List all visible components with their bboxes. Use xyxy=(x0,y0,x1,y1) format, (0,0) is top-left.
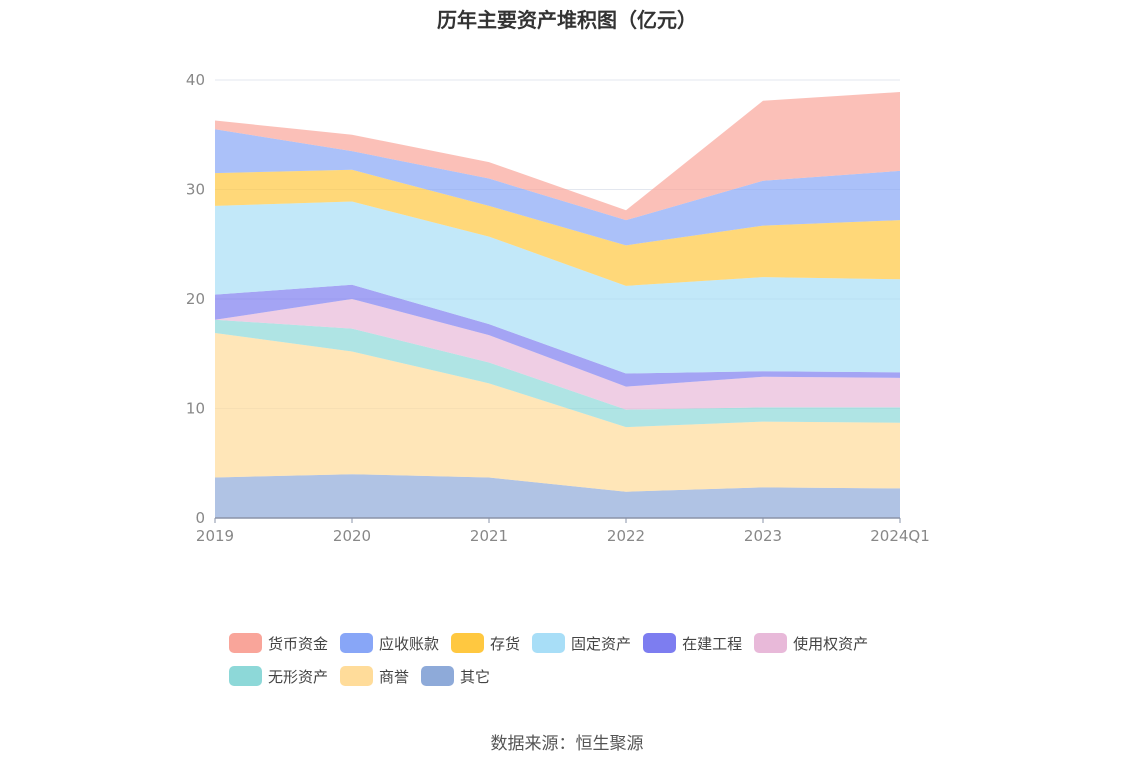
legend-label: 其它 xyxy=(460,667,491,686)
x-tick-label: 2021 xyxy=(470,527,508,545)
legend-item[interactable]: 货币资金 xyxy=(229,632,328,654)
legend-label: 使用权资产 xyxy=(793,634,869,653)
legend-label: 存货 xyxy=(490,634,521,653)
legend-swatch xyxy=(754,633,788,653)
x-tick-label: 2024Q1 xyxy=(870,527,930,545)
data-source-note: 数据来源：恒生聚源 xyxy=(490,734,644,754)
legend-item[interactable]: 固定资产 xyxy=(532,632,631,654)
legend-swatch xyxy=(340,633,374,653)
area-series-3 xyxy=(215,319,900,428)
legend-swatch xyxy=(451,633,485,653)
x-tick-label: 2022 xyxy=(607,527,645,545)
legend-item[interactable]: 在建工程 xyxy=(643,632,742,654)
x-tick-label: 2023 xyxy=(744,527,782,545)
y-tick-label: 40 xyxy=(186,71,205,89)
area-series-5 xyxy=(215,284,900,387)
area-series-2 xyxy=(215,332,900,492)
chart-title: 历年主要资产堆积图（亿元） xyxy=(437,8,697,32)
legend-item[interactable]: 存货 xyxy=(451,632,520,654)
legend-swatch xyxy=(421,666,455,686)
y-tick-label: 30 xyxy=(186,181,205,199)
legend-label: 固定资产 xyxy=(571,634,632,653)
area-series-6 xyxy=(215,201,900,374)
legend-swatch xyxy=(229,666,262,686)
legend-item[interactable]: 无形资产 xyxy=(229,665,328,687)
legend-item[interactable]: 应收账款 xyxy=(340,632,439,654)
area-series-8 xyxy=(215,129,900,246)
area-series-4 xyxy=(215,299,900,410)
legend-swatch xyxy=(643,633,677,653)
legend-swatch xyxy=(229,633,262,653)
legend-row: 货币资金 应收账款 存货 固定资产 在建工程 使用权资产 xyxy=(229,632,929,654)
legend-item[interactable]: 商誉 xyxy=(340,665,409,687)
legend-swatch xyxy=(340,666,374,686)
area-series-9 xyxy=(215,92,900,221)
y-tick-label: 10 xyxy=(186,400,205,418)
x-tick-label: 2020 xyxy=(333,527,371,545)
area-series-7 xyxy=(215,169,900,286)
legend-item[interactable]: 其它 xyxy=(421,665,490,687)
legend-label: 应收账款 xyxy=(379,634,440,653)
legend-label: 在建工程 xyxy=(682,634,743,653)
stacked-area-chart: 0 10 20 30 40 2019 2020 2021 2022 2023 2024Q1 xyxy=(186,71,930,545)
y-tick-label: 20 xyxy=(186,290,205,308)
legend-label: 无形资产 xyxy=(268,667,329,686)
legend-item[interactable]: 使用权资产 xyxy=(754,632,868,654)
legend-label: 商誉 xyxy=(379,667,410,686)
legend-label: 货币资金 xyxy=(268,634,329,653)
legend-row: 无形资产 商誉 其它 xyxy=(229,665,929,687)
area-series-1 xyxy=(215,474,900,518)
chart-legend: 货币资金 应收账款 存货 固定资产 在建工程 使用权资产无形资产 商誉 其它 xyxy=(229,632,929,698)
legend-swatch xyxy=(532,633,566,653)
y-tick-label: 0 xyxy=(195,509,205,527)
x-tick-label: 2019 xyxy=(196,527,234,545)
